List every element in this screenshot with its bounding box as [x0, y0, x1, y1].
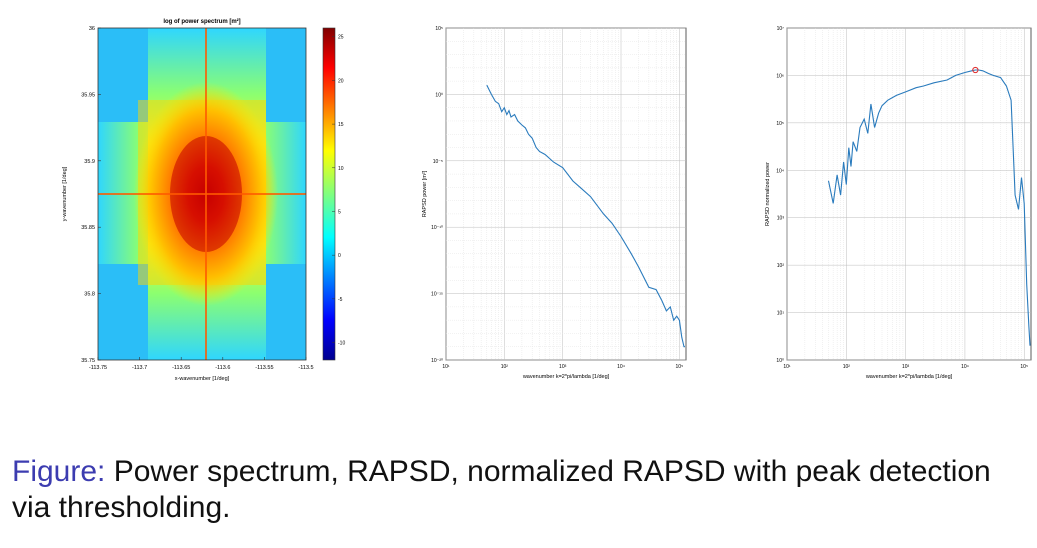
colorbar-tick-label: 20 — [338, 78, 344, 84]
normalized-rapsd-grid — [786, 27, 1031, 361]
normalized-rapsd-panel: 10¹ 10² 10³ 10⁴ 10⁵10⁰10¹10²10³10⁴10⁵10⁶10⁷ … — [765, 26, 1032, 380]
colorbar-tick-label: -10 — [338, 341, 345, 347]
colorbar-tick-label: 25 — [338, 35, 344, 41]
caption-text: Power spectrum, RAPSD, normalized RAPSD … — [12, 455, 991, 524]
y-tick-label: 10⁷ — [777, 26, 785, 32]
x-tick-label: 10⁵ — [1020, 364, 1028, 370]
colorbar-tick-label: 5 — [338, 209, 341, 215]
y-tick-label: 10⁴ — [776, 168, 784, 174]
heatmap-y-tick-label: 35.75 — [81, 358, 95, 364]
heatmap-panel: log of power spectrum [m²] -113.75 -113.7… — [62, 18, 345, 382]
colorbar-tick-label: 10 — [338, 166, 344, 172]
heatmap-y-ticks: 35.75 35.8 35.85 35.9 35.95 36 — [81, 26, 101, 364]
y-tick-label: 10⁵ — [435, 26, 443, 32]
heatmap-x-label: x-wavenumber [1/deg] — [175, 376, 230, 382]
normalized-rapsd-y-label: RAPSD normalized power — [765, 162, 771, 226]
heatmap-x-ticks: -113.75 -113.7 -113.65 -113.6 -113.55 -113.5 — [89, 357, 314, 371]
x-tick-label: 10¹ — [442, 364, 450, 370]
heatmap-y-label: y-wavenumber [1/deg] — [62, 166, 68, 221]
heatmap-x-tick-label: -113.6 — [215, 365, 230, 371]
peak-marker — [972, 66, 979, 74]
colorbar-ticks: -10 -5 0 5 10 15 20 25 — [332, 35, 345, 347]
y-tick-label: 10⁻⁵ — [433, 159, 443, 165]
x-tick-label: 10⁵ — [676, 364, 684, 370]
y-tick-label: 10¹ — [777, 311, 785, 317]
colorbar-tick-label: 0 — [338, 253, 341, 259]
heatmap-title: log of power spectrum [m²] — [163, 18, 240, 25]
rapsd-x-label: wavenumber k=2*pi/lambda [1/deg] — [522, 374, 610, 380]
x-tick-label: 10³ — [559, 364, 567, 370]
heatmap-y-tick-label: 35.8 — [84, 292, 95, 298]
rapsd-y-label: RAPSD power [m²] — [422, 170, 428, 217]
x-tick-label: 10¹ — [783, 364, 791, 370]
x-tick-label: 10⁴ — [617, 364, 625, 370]
heatmap-x-tick-label: -113.5 — [298, 365, 313, 371]
colorbar-tick-label: -5 — [338, 297, 343, 303]
y-tick-label: 10³ — [777, 216, 785, 222]
y-tick-label: 10⁰ — [435, 92, 443, 98]
heatmap-y-tick-label: 35.9 — [84, 159, 95, 165]
rapsd-series-line — [486, 84, 685, 348]
y-tick-label: 10⁵ — [776, 121, 784, 127]
x-tick-label: 10³ — [902, 364, 910, 370]
heatmap-x-tick-label: -113.65 — [172, 365, 190, 371]
heatmap-y-tick-label: 36 — [89, 26, 95, 32]
rapsd-panel: 10¹ 10² 10³ 10⁴ 10⁵ 10⁻²⁰ 10⁻¹⁵ 10⁻¹⁰ 10⁻⁵ 10⁰ 10⁵… — [422, 26, 687, 380]
rapsd-grid — [445, 27, 686, 361]
caption-label: Figure: — [12, 455, 106, 488]
figure-caption: Figure: Power spectrum, RAPSD, normalize… — [12, 454, 1032, 526]
y-tick-label: 10⁻¹⁵ — [431, 292, 443, 298]
x-tick-label: 10⁴ — [961, 364, 969, 370]
y-tick-label: 10² — [777, 263, 785, 269]
heatmap-x-tick-label: -113.7 — [132, 365, 147, 371]
heatmap-x-tick-label: -113.55 — [255, 365, 273, 371]
normalized-rapsd-x-label: wavenumber k=2*pi/lambda [1/deg] — [865, 374, 953, 380]
y-tick-label: 10⁻¹⁰ — [431, 225, 443, 231]
heatmap-x-tick-label: -113.75 — [89, 365, 107, 371]
y-tick-label: 10⁻²⁰ — [431, 358, 443, 364]
y-tick-label: 10⁶ — [776, 73, 784, 79]
colorbar-tick-label: 15 — [338, 122, 344, 128]
y-tick-label: 10⁰ — [776, 358, 784, 364]
figure-panels: log of power spectrum [m²] -113.75 -113.7… — [62, 18, 1032, 382]
normalized-rapsd-series-line — [827, 69, 1031, 346]
heatmap-image — [98, 28, 306, 360]
x-tick-label: 10² — [501, 364, 509, 370]
heatmap-y-tick-label: 35.95 — [81, 92, 95, 98]
rapsd-ticks: 10¹ 10² 10³ 10⁴ 10⁵ 10⁻²⁰ 10⁻¹⁵ 10⁻¹⁰ 10⁻⁵ 10⁰ 10⁵ — [431, 26, 683, 370]
colorbar — [322, 27, 336, 361]
x-tick-label: 10² — [843, 364, 851, 370]
heatmap-y-tick-label: 35.85 — [81, 225, 95, 231]
